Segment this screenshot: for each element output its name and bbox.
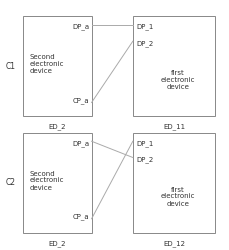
Text: ED_2: ED_2	[49, 124, 66, 130]
Text: first
electronic
device: first electronic device	[161, 70, 195, 90]
Text: C1: C1	[6, 62, 16, 71]
Bar	[133, 16, 215, 116]
Text: DP_2: DP_2	[136, 40, 153, 47]
Text: Second
electronic
device: Second electronic device	[30, 54, 64, 74]
Text: ED_12: ED_12	[163, 240, 185, 247]
Bar	[23, 132, 92, 232]
Text: C2: C2	[6, 178, 16, 187]
Bar	[23, 16, 92, 116]
Text: first
electronic
device: first electronic device	[161, 186, 195, 206]
Text: CP_a: CP_a	[73, 213, 89, 220]
Bar	[133, 132, 215, 232]
Text: CP_a: CP_a	[73, 97, 89, 104]
Text: ED_11: ED_11	[163, 124, 185, 130]
Text: DP_2: DP_2	[136, 156, 153, 163]
Text: DP_a: DP_a	[72, 140, 89, 147]
Text: DP_a: DP_a	[72, 24, 89, 30]
Text: ED_2: ED_2	[49, 240, 66, 247]
Text: DP_1: DP_1	[136, 140, 154, 147]
Text: Second
electronic
device: Second electronic device	[30, 170, 64, 190]
Text: DP_1: DP_1	[136, 24, 154, 30]
